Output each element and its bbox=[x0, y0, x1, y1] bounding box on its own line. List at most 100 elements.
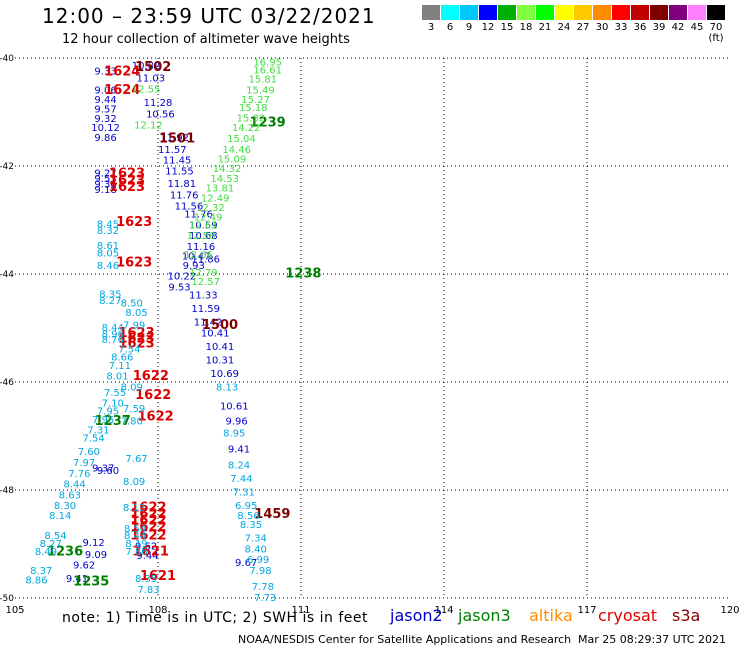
data-point-label: 8.86 bbox=[25, 576, 47, 587]
data-point-label: 7.99 bbox=[123, 320, 145, 331]
data-point-label: 10.61 bbox=[220, 401, 249, 412]
legend-label: 12 bbox=[481, 22, 495, 33]
data-point-label: 1623 bbox=[118, 326, 154, 341]
legend-swatch bbox=[631, 5, 649, 20]
data-point-label: 11.55 bbox=[165, 166, 194, 177]
data-point-label: 1239 bbox=[250, 115, 286, 130]
chart-title: 12:00 – 23:59 UTC 03/22/2021 bbox=[42, 4, 376, 28]
data-point-label: 15.32 bbox=[237, 113, 266, 124]
data-point-label: 1500 bbox=[202, 318, 238, 333]
data-point-label: 8.32 bbox=[97, 226, 119, 237]
data-point-label: 9.57 bbox=[94, 104, 116, 115]
data-point-label: 14.22 bbox=[232, 123, 261, 134]
data-point-label: 7.78 bbox=[252, 582, 274, 593]
data-point-label: 9.09 bbox=[85, 550, 107, 561]
data-point-label: 12.32 bbox=[196, 203, 225, 214]
legend-label: 30 bbox=[595, 22, 609, 33]
data-point-label: 8.46 bbox=[97, 261, 119, 272]
legend-label: 36 bbox=[633, 22, 647, 33]
data-point-label: 16.61 bbox=[253, 65, 282, 76]
data-point-label: 7.80 bbox=[121, 416, 143, 427]
data-point-label: 10.12 bbox=[91, 123, 120, 134]
data-point-label: 8.45 bbox=[97, 219, 119, 230]
satellite-label-s3a: s3a bbox=[672, 606, 701, 625]
data-point-label: 9.60 bbox=[97, 466, 119, 477]
legend-label: 70 (ft) bbox=[708, 22, 724, 44]
data-point-label: 8.24 bbox=[228, 461, 250, 472]
data-point-label: 11.45 bbox=[163, 156, 192, 167]
legend-swatch bbox=[422, 5, 440, 20]
data-point-label: 1235 bbox=[73, 574, 109, 589]
data-point-label: 11.76 bbox=[170, 191, 199, 202]
data-point-label: 1622 bbox=[130, 507, 166, 522]
data-point-label: 10.68 bbox=[189, 231, 218, 242]
data-point-label: 15.18 bbox=[239, 103, 268, 114]
satellite-label-altika: altika bbox=[529, 606, 573, 625]
legend-swatch bbox=[650, 5, 668, 20]
data-point-label: 9.41 bbox=[228, 445, 250, 456]
chart-subtitle: 12 hour collection of altimeter wave hei… bbox=[62, 32, 350, 47]
y-tick-label: -48 bbox=[0, 486, 14, 496]
footer-note: note: 1) Time is in UTC; 2) SWH is in fe… bbox=[62, 610, 369, 626]
x-tick-label: 108 bbox=[148, 605, 167, 616]
legend-swatch bbox=[612, 5, 630, 20]
data-point-label: 7.95 bbox=[92, 415, 114, 426]
data-point-label: 1623 bbox=[118, 331, 154, 346]
legend-label: 24 bbox=[557, 22, 571, 33]
data-point-label: 1623 bbox=[109, 180, 145, 195]
data-point-label: 14.53 bbox=[210, 174, 239, 185]
data-point-label: 11.16 bbox=[187, 242, 216, 253]
legend-label: 42 bbox=[671, 22, 685, 33]
y-tick-label: -46 bbox=[0, 378, 14, 388]
legend-swatch bbox=[441, 5, 459, 20]
data-point-label: 10.31 bbox=[206, 355, 235, 366]
data-point-label: 10.41 bbox=[201, 328, 230, 339]
data-point-label: 7.73 bbox=[254, 593, 276, 604]
legend-swatch bbox=[593, 5, 611, 20]
data-point-label: 8.96 bbox=[102, 329, 124, 340]
data-point-label: 10.82 bbox=[132, 61, 161, 72]
data-point-label: 9.86 bbox=[94, 133, 116, 144]
data-point-label: 9.27 bbox=[94, 169, 116, 180]
data-point-label: 9.12 bbox=[83, 538, 105, 549]
data-point-label: 8.13 bbox=[123, 503, 145, 514]
data-point-label: 11.57 bbox=[158, 145, 187, 156]
legend-swatch bbox=[688, 5, 706, 20]
data-point-label: 9.96 bbox=[226, 416, 248, 427]
data-point-label: 11.76 bbox=[184, 210, 213, 221]
data-point-label: 8.09 bbox=[123, 477, 145, 488]
data-point-label: 7.98 bbox=[249, 566, 271, 577]
data-point-label: 7.86 bbox=[125, 547, 147, 558]
data-point-label: 9.33 bbox=[94, 67, 116, 78]
data-point-label: 9.36 bbox=[94, 179, 116, 190]
data-point-label: 8.44 bbox=[124, 531, 146, 542]
data-point-label: 8.49 bbox=[35, 547, 57, 558]
legend-label: 39 bbox=[652, 22, 666, 33]
legend-label: 9 bbox=[465, 22, 473, 33]
data-point-label: 1623 bbox=[118, 337, 154, 352]
legend-swatch bbox=[460, 5, 478, 20]
data-point-label: 11.28 bbox=[144, 98, 173, 109]
data-point-label: 15.81 bbox=[249, 75, 278, 86]
y-tick-label: -44 bbox=[0, 270, 14, 280]
x-tick-label: 114 bbox=[434, 605, 453, 616]
x-tick-label: 120 bbox=[720, 605, 739, 616]
data-point-label: 14.46 bbox=[222, 145, 251, 156]
data-point-label: 9.32 bbox=[94, 114, 116, 125]
data-point-label: 9.62 bbox=[73, 561, 95, 572]
data-point-label: 11.92 bbox=[160, 133, 189, 144]
data-point-label: 1622 bbox=[135, 388, 171, 403]
data-point-label: 9.06 bbox=[94, 85, 116, 96]
data-point-label: 8.54 bbox=[44, 531, 66, 542]
data-point-label: 8.35 bbox=[240, 520, 262, 531]
data-point-label: 1459 bbox=[254, 507, 290, 522]
legend-swatch bbox=[669, 5, 687, 20]
data-point-label: 12.49 bbox=[194, 212, 223, 223]
x-tick-label: 105 bbox=[5, 605, 24, 616]
data-point-label: 9.93 bbox=[183, 261, 205, 272]
data-point-label: 9.62 bbox=[135, 542, 157, 553]
data-point-label: 10.56 bbox=[146, 110, 175, 121]
data-point-label: 1237 bbox=[95, 414, 131, 429]
data-point-label: 7.60 bbox=[78, 447, 100, 458]
